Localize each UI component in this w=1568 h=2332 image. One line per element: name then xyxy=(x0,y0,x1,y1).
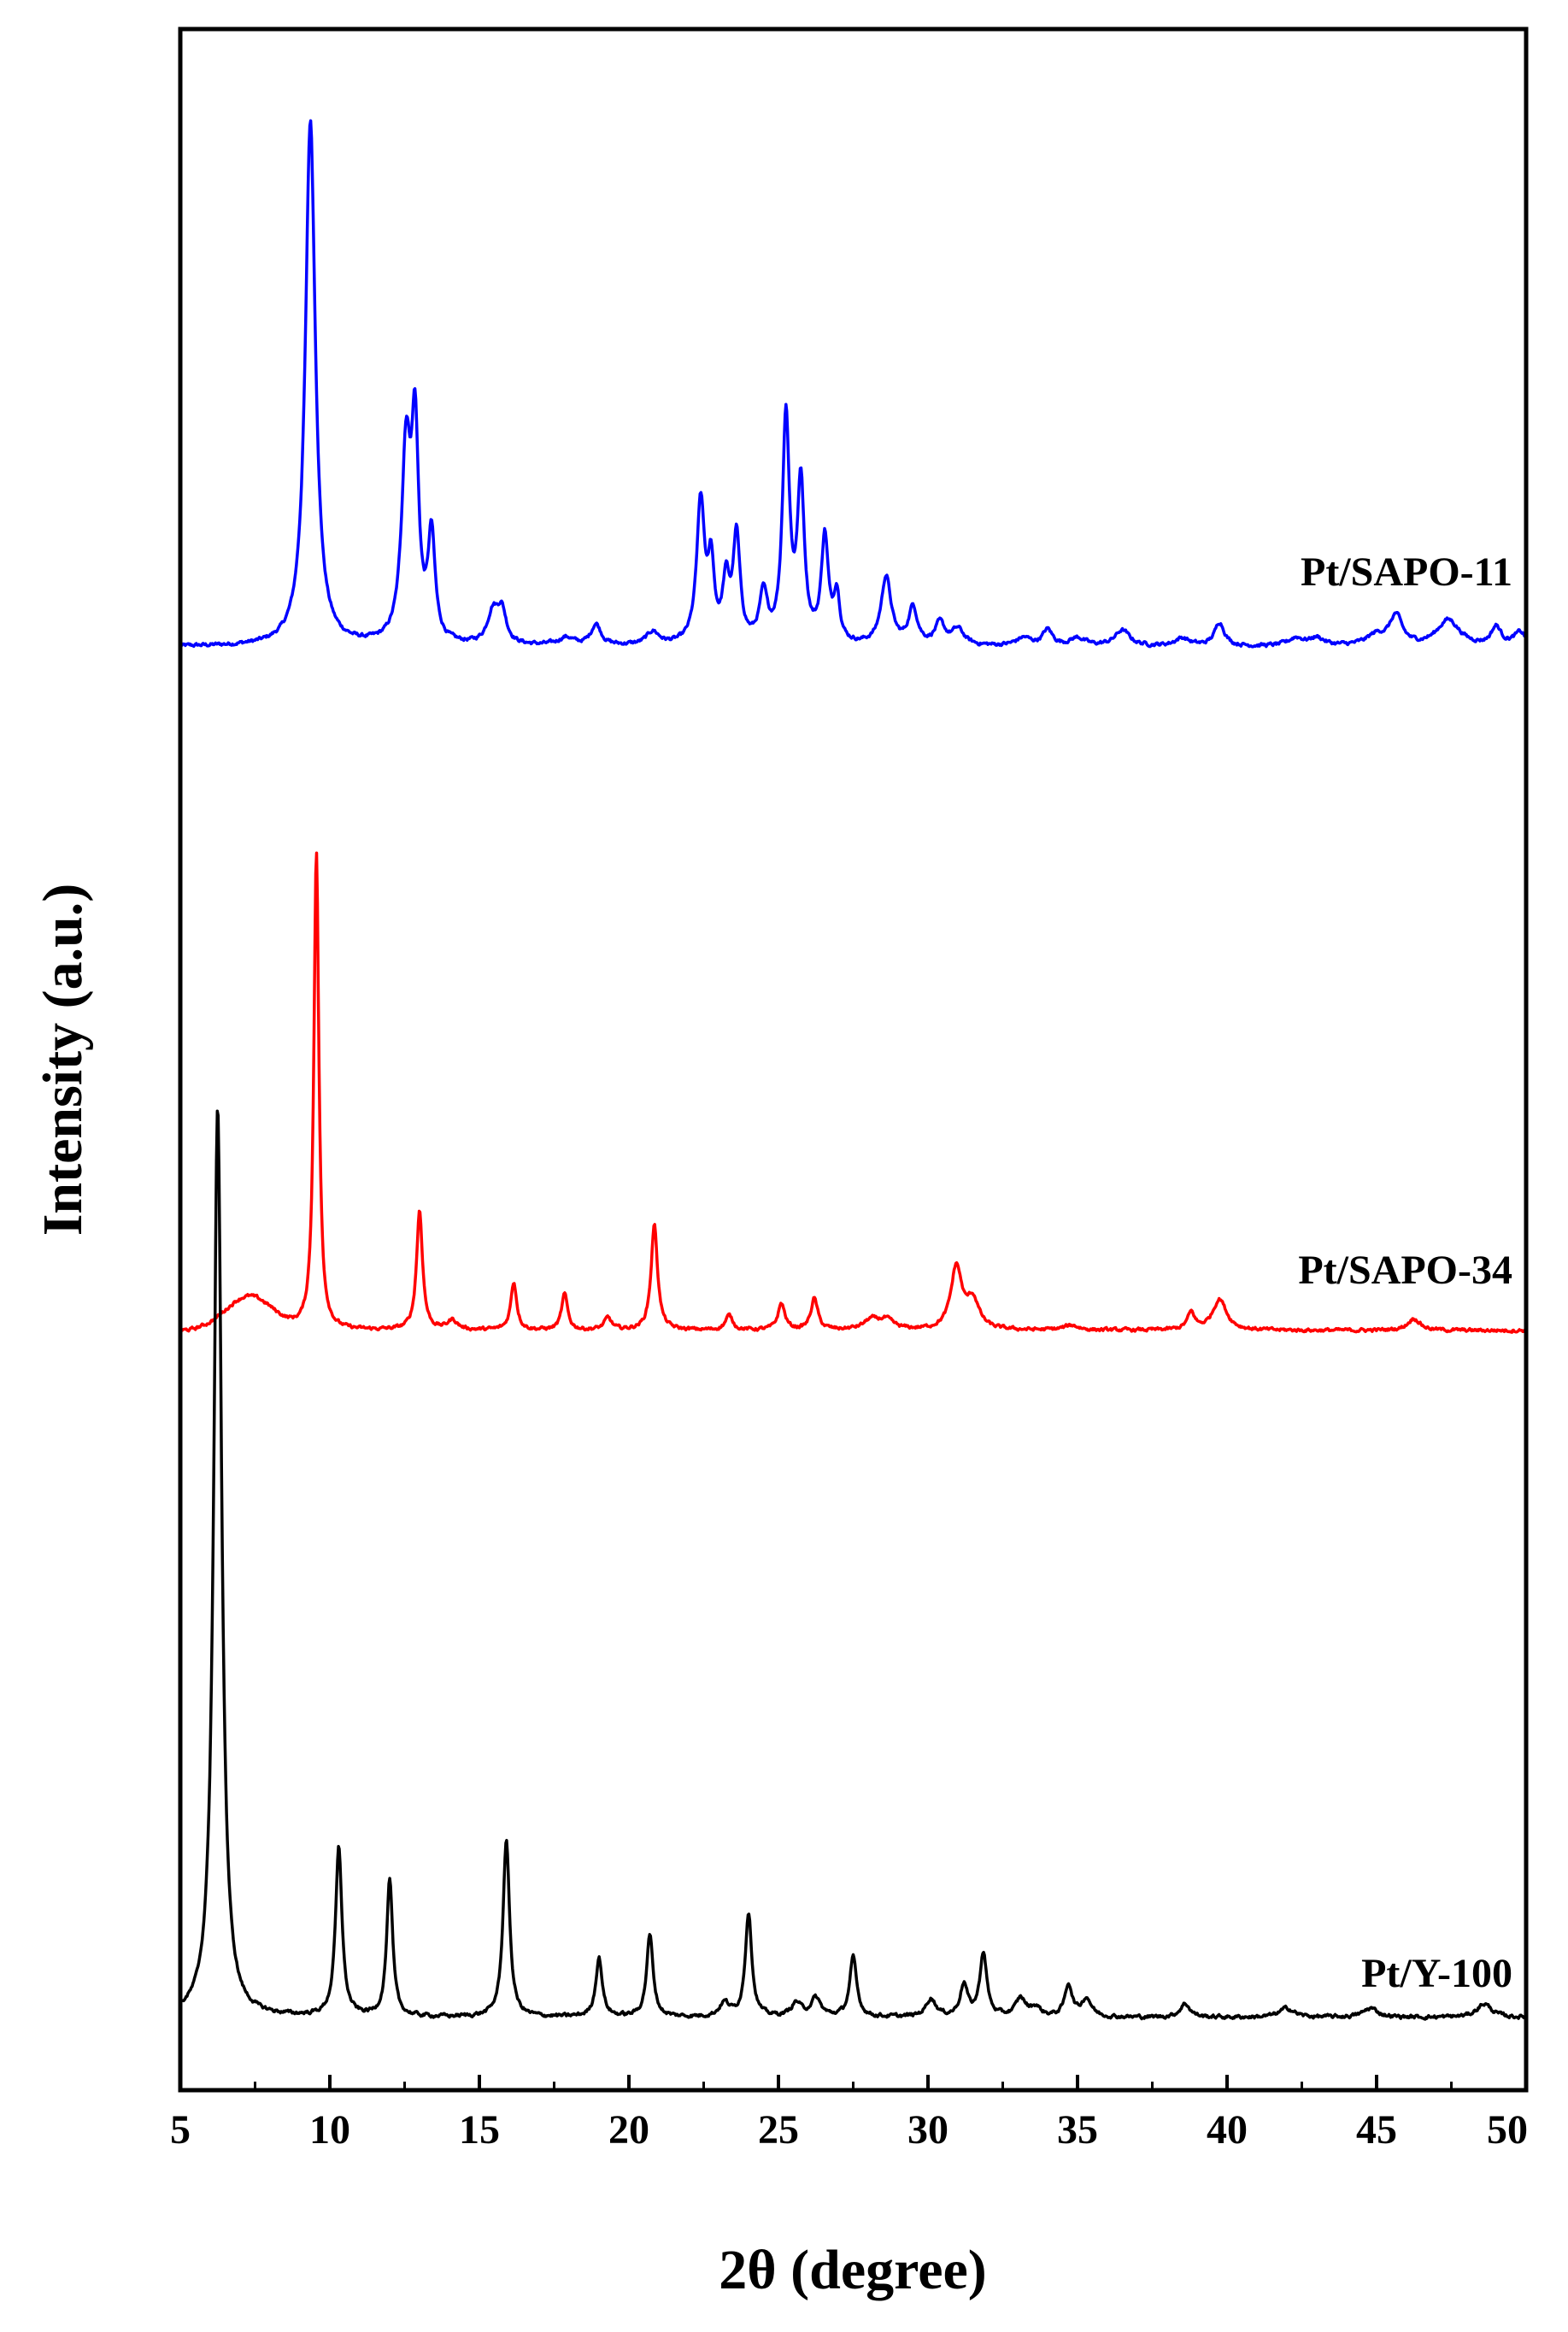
x-tick-label-20: 20 xyxy=(608,2107,649,2153)
y-axis-title: Intensity (a.u.) xyxy=(32,884,94,1236)
x-axis-tick-labels: 5 10 15 20 25 30 35 40 45 50 xyxy=(170,2107,1528,2153)
series-label-pt-sapo-34: Pt/SAPO-34 xyxy=(1298,1248,1512,1293)
x-tick-label-40: 40 xyxy=(1207,2107,1248,2153)
x-axis-ticks xyxy=(179,2075,1528,2090)
series-line-pt-y-100 xyxy=(179,1109,1528,2021)
x-tick-label-10: 10 xyxy=(309,2107,350,2153)
series-labels: Pt/SAPO-11 Pt/SAPO-34 Pt/Y-100 xyxy=(1298,549,1512,1996)
x-tick-label-45: 45 xyxy=(1356,2107,1397,2153)
x-tick-label-15: 15 xyxy=(459,2107,500,2153)
series-label-pt-y-100: Pt/Y-100 xyxy=(1361,1951,1512,1996)
x-tick-label-30: 30 xyxy=(907,2107,948,2153)
x-axis-title: 2θ (degree) xyxy=(719,2239,987,2301)
series-line-pt-sapo-11 xyxy=(179,119,1528,649)
plot-frame xyxy=(178,26,1529,2093)
series-line-pt-sapo-34 xyxy=(179,851,1528,1334)
x-tick-label-50: 50 xyxy=(1487,2107,1528,2153)
series-traces xyxy=(179,119,1528,2021)
x-tick-label-25: 25 xyxy=(758,2107,799,2153)
series-label-pt-sapo-11: Pt/SAPO-11 xyxy=(1301,549,1512,595)
x-tick-label-5: 5 xyxy=(170,2107,191,2153)
x-tick-label-35: 35 xyxy=(1057,2107,1098,2153)
